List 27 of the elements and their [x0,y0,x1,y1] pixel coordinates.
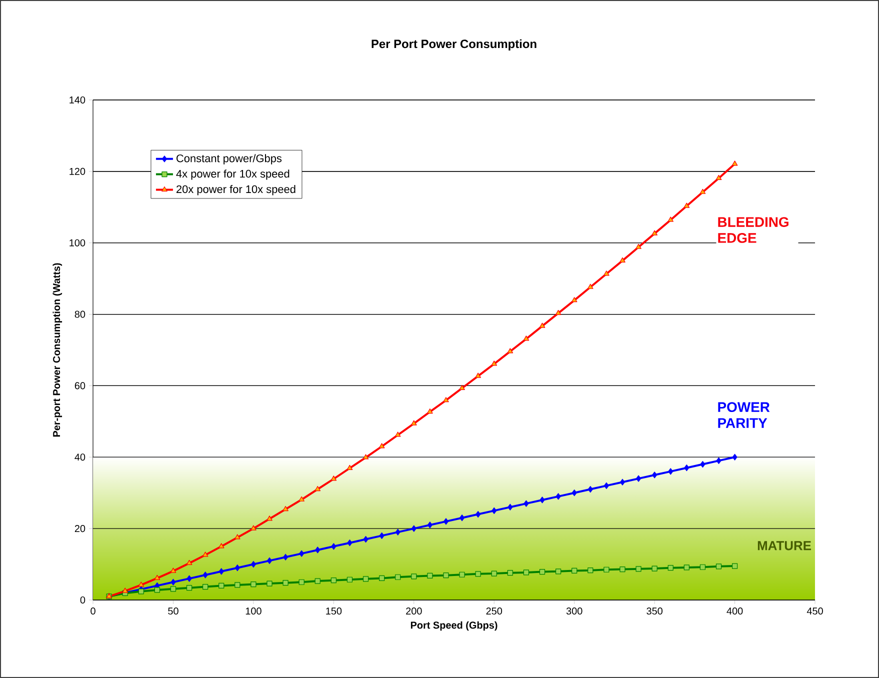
x-tick-label: 150 [326,608,342,615]
band-label: MATURE [758,541,811,550]
y-tick-label: 0 [80,596,86,604]
annotation: POWER PARITY [718,402,770,428]
chart-title: Per Port Power Consumption [372,39,536,50]
legend-label: 4x power for 10x speed [176,170,290,180]
y-tick-label: 40 [74,454,86,461]
x-tick-label: 200 [406,608,422,615]
x-tick-label: 350 [646,608,662,615]
x-tick-label: 0 [90,608,96,615]
y-tick-label: 20 [74,525,86,532]
x-tick-label: 100 [246,608,262,615]
x-tick-label: 250 [486,608,502,615]
annotation: BLEEDING EDGE [718,217,788,243]
x-axis-title: Port Speed (Gbps) [410,621,498,631]
x-tick-label: 300 [566,608,582,615]
legend-label: 20x power for 10x speed [176,185,296,196]
y-tick-label: 60 [74,382,86,390]
y-tick-label: 140 [70,96,86,104]
y-tick-label: 120 [70,168,86,175]
y-axis-title: Per-port Power Consumption (Watts) [52,263,62,437]
x-tick-label: 50 [168,608,178,615]
legend-label: Constant power/Gbps [176,154,282,164]
x-tick-label: 450 [806,608,823,615]
y-tick-label: 100 [70,239,86,246]
y-tick-label: 80 [74,310,86,318]
x-tick-label: 400 [726,608,743,615]
